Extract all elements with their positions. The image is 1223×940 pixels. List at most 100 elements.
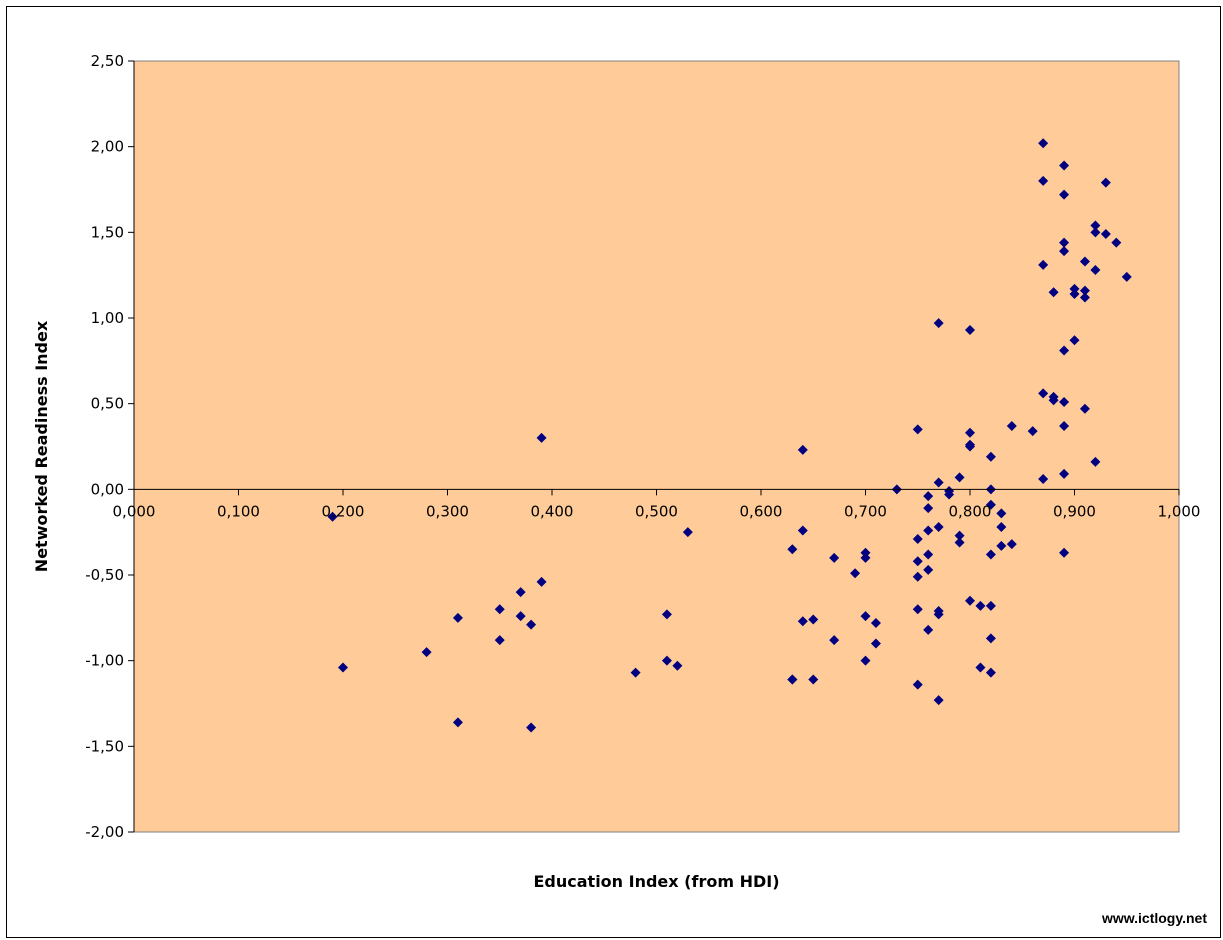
data-point xyxy=(1059,246,1070,257)
data-point xyxy=(526,619,537,630)
x-tick-label: 1,000 xyxy=(1158,502,1201,520)
data-point xyxy=(1006,420,1017,431)
data-point xyxy=(965,427,975,438)
data-point xyxy=(1027,426,1038,437)
y-axis-title: Networked Readiness Index xyxy=(32,320,51,572)
data-point xyxy=(515,611,526,622)
data-point xyxy=(860,655,871,666)
x-tick-label: 0,000 xyxy=(113,502,156,520)
data-point xyxy=(1038,175,1049,186)
data-point xyxy=(1069,283,1080,294)
data-point xyxy=(923,503,934,514)
data-point xyxy=(1100,229,1111,240)
data-point xyxy=(1059,345,1070,356)
data-point xyxy=(1038,259,1049,270)
y-tick-label: -2,00 xyxy=(85,823,124,841)
x-axis-tick-labels: 0,000 0,100 0,200 0,300 0,400 0,500 0,600 0,700… xyxy=(113,502,1201,520)
data-point xyxy=(797,616,808,627)
data-point xyxy=(996,522,1007,533)
data-point xyxy=(421,647,432,658)
y-tick-label: 1,00 xyxy=(91,309,124,327)
data-point xyxy=(954,530,965,541)
data-point xyxy=(1059,160,1070,171)
data-point xyxy=(912,424,923,435)
data-point xyxy=(1038,388,1049,399)
data-point xyxy=(536,576,547,587)
data-point xyxy=(1059,189,1070,200)
data-point xyxy=(985,499,996,510)
data-point xyxy=(923,624,934,635)
data-point xyxy=(1079,285,1090,296)
data-point xyxy=(808,614,819,625)
data-point xyxy=(965,441,975,452)
data-point xyxy=(912,571,923,582)
y-tick-label: -1,00 xyxy=(85,652,124,670)
data-point xyxy=(985,633,996,644)
data-point xyxy=(850,568,861,579)
data-point xyxy=(536,432,547,443)
data-point xyxy=(985,600,996,611)
data-point xyxy=(860,611,871,622)
x-axis-title: Education Index (from HDI) xyxy=(533,872,779,891)
data-point xyxy=(672,660,683,671)
y-tick-label: 2,00 xyxy=(91,138,124,156)
data-point xyxy=(870,638,881,649)
data-point xyxy=(933,477,944,488)
data-point xyxy=(975,600,986,611)
data-point xyxy=(975,662,986,673)
data-point xyxy=(912,534,923,545)
data-point xyxy=(1059,468,1070,479)
x-tick-label: 0,400 xyxy=(531,502,574,520)
data-point xyxy=(965,324,975,335)
data-point xyxy=(985,549,996,560)
data-point xyxy=(985,451,996,462)
data-point xyxy=(923,564,934,575)
data-point xyxy=(1059,547,1070,558)
data-point xyxy=(787,544,798,555)
data-point xyxy=(452,612,463,623)
y-tick-label: -0,50 xyxy=(85,566,124,584)
data-point xyxy=(965,595,975,606)
data-point xyxy=(1079,256,1090,267)
data-point xyxy=(1090,456,1101,467)
data-point xyxy=(1090,220,1101,231)
data-point xyxy=(923,549,934,560)
data-point xyxy=(1006,539,1017,550)
data-point xyxy=(452,717,463,728)
y-tick-label: 2,50 xyxy=(91,52,124,70)
data-point xyxy=(944,489,955,500)
x-tick-label: 0,900 xyxy=(1053,502,1096,520)
data-point xyxy=(860,547,871,558)
data-point xyxy=(515,587,526,598)
data-point xyxy=(682,527,693,538)
plot-area xyxy=(133,60,1180,833)
data-point xyxy=(338,662,348,673)
data-point xyxy=(1090,265,1101,276)
x-tick-label: 0,800 xyxy=(949,502,992,520)
y-tick-label: 1,50 xyxy=(91,223,124,241)
data-point xyxy=(1038,138,1049,149)
data-point xyxy=(933,522,944,533)
data-point xyxy=(1059,237,1070,248)
data-point xyxy=(1111,237,1122,248)
data-point xyxy=(933,695,944,706)
data-point xyxy=(808,674,819,685)
data-point xyxy=(996,540,1007,551)
data-point xyxy=(933,609,944,620)
y-axis-tick-labels: 2,50 2,00 1,50 1,00 0,50 0,00 -0,50 -1,00 -1,50 -… xyxy=(85,52,124,841)
x-tick-label: 0,200 xyxy=(322,502,365,520)
data-point xyxy=(1059,396,1070,407)
data-point xyxy=(829,552,840,563)
data-point xyxy=(923,525,934,536)
data-point xyxy=(933,318,944,329)
data-point xyxy=(1048,395,1059,406)
data-point xyxy=(985,667,996,678)
data-point xyxy=(661,609,672,620)
data-point xyxy=(954,472,965,483)
x-tick-label: 0,300 xyxy=(426,502,469,520)
chart-container: 0,000 0,100 0,200 0,300 0,400 0,500 0,600 0,700… xyxy=(6,6,1221,938)
data-point xyxy=(829,635,840,646)
x-tick-label: 0,700 xyxy=(844,502,887,520)
data-point xyxy=(860,552,871,563)
data-point xyxy=(1069,335,1080,346)
